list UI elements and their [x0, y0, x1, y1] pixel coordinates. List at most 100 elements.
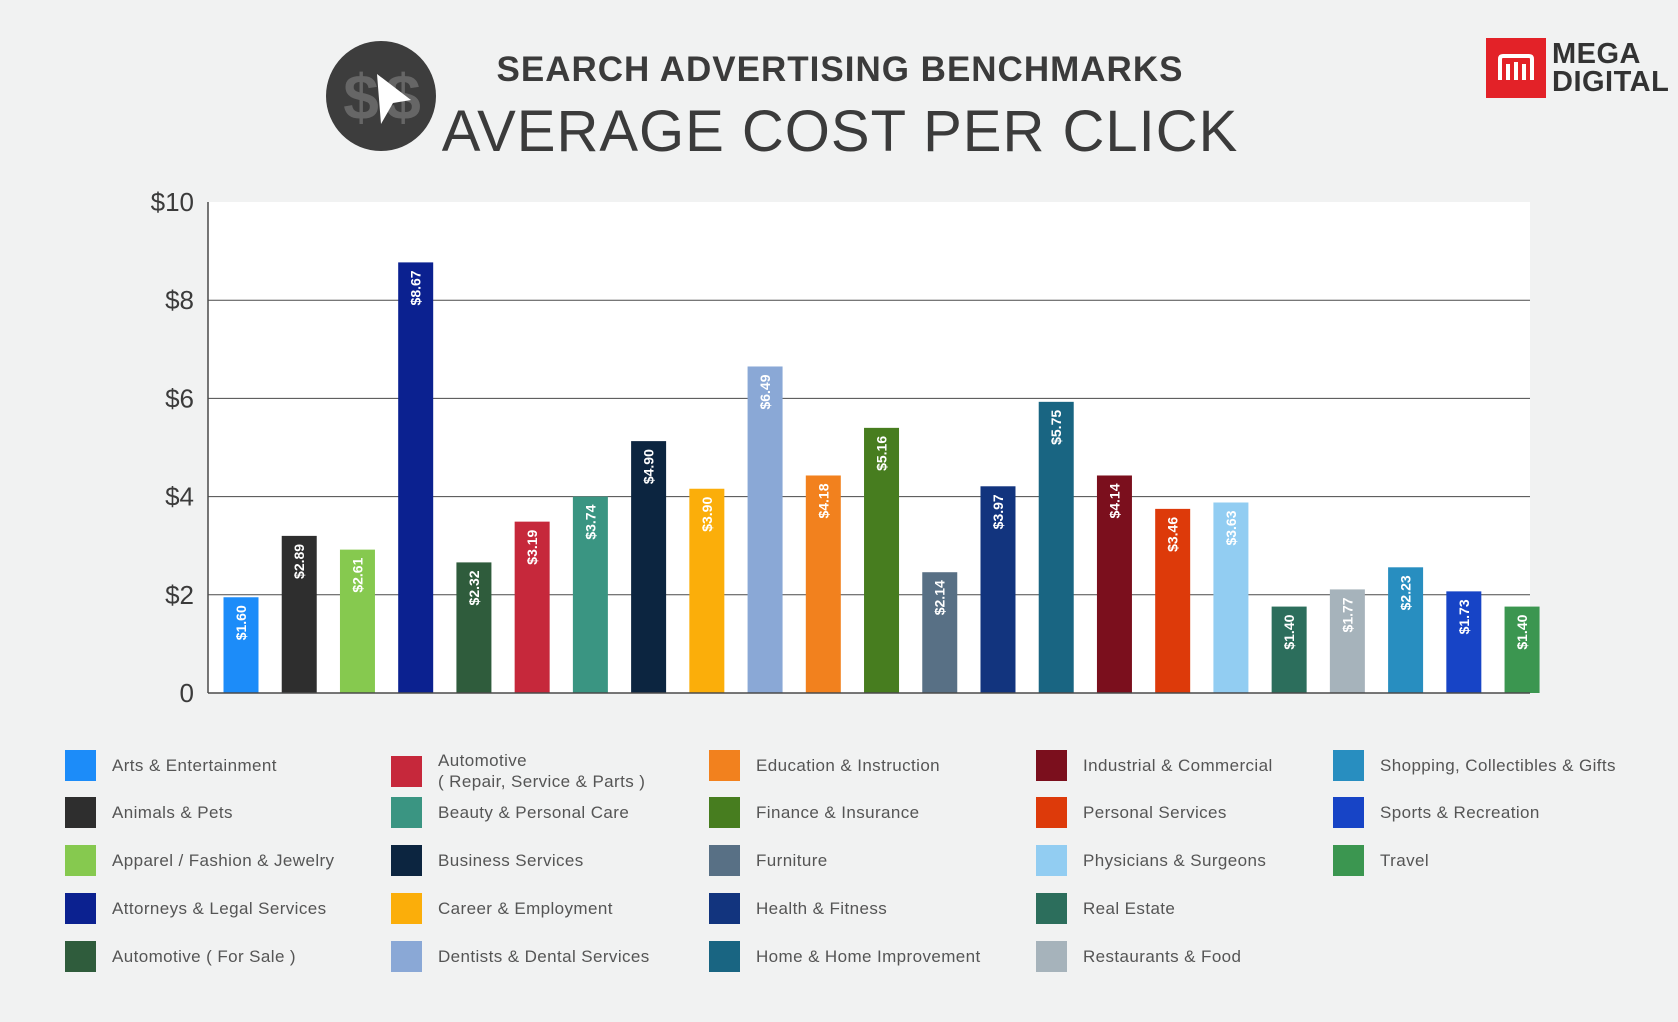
page-subtitle: SEARCH ADVERTISING BENCHMARKS	[496, 50, 1184, 89]
bar	[1388, 567, 1424, 693]
bar	[1329, 589, 1365, 693]
bar-data-label: $6.49	[757, 374, 773, 409]
bar	[339, 549, 375, 693]
legend-label: Furniture	[756, 851, 828, 870]
legend-label: Arts & Entertainment	[112, 756, 277, 775]
legend-swatch	[1333, 845, 1364, 876]
legend-label: Finance & Insurance	[756, 803, 920, 822]
legend-item: Real Estate	[1036, 893, 1175, 924]
legend-label: Career & Employment	[438, 899, 613, 918]
bar	[1504, 606, 1540, 693]
legend-item: Health & Fitness	[709, 893, 887, 924]
legend-label: Home & Home Improvement	[756, 947, 981, 966]
bar	[223, 597, 259, 693]
brand-name-line2: DIGITAL	[1552, 66, 1670, 98]
legend-swatch	[391, 845, 422, 876]
legend-label: Automotive ( Repair, Service & Parts )	[438, 751, 646, 791]
legend-swatch	[65, 893, 96, 924]
mega-digital-logo-icon	[1486, 38, 1546, 98]
legend-swatch	[65, 797, 96, 828]
legend-swatch	[709, 941, 740, 972]
bar-data-label: $2.89	[291, 544, 307, 579]
legend-item: Attorneys & Legal Services	[65, 893, 327, 924]
bar-data-label: $3.90	[699, 497, 715, 532]
bar	[805, 475, 841, 693]
bar	[1446, 591, 1482, 693]
legend-swatch	[65, 750, 96, 781]
legend-item: Finance & Insurance	[709, 797, 920, 828]
bar-data-label: $3.63	[1223, 510, 1239, 545]
bar-data-label: $3.97	[990, 494, 1006, 529]
bar-data-label: $1.40	[1281, 614, 1297, 649]
legend-label: Real Estate	[1083, 899, 1176, 918]
legend-label: Health & Fitness	[756, 899, 888, 918]
legend-label: Physicians & Surgeons	[1083, 851, 1267, 870]
legend-label: Restaurants & Food	[1083, 947, 1242, 966]
bar-data-label: $2.23	[1398, 575, 1414, 610]
bar-data-label: $1.60	[233, 605, 249, 640]
legend-swatch	[1036, 797, 1067, 828]
bar-data-label: $2.61	[349, 557, 365, 592]
bar-data-label: $3.74	[582, 504, 598, 539]
y-tick-label: 0	[180, 678, 194, 708]
legend-label: Shopping, Collectibles & Gifts	[1380, 756, 1616, 775]
legend-swatch	[1036, 893, 1067, 924]
bar	[1038, 401, 1074, 693]
legend-label: Attorneys & Legal Services	[112, 899, 327, 918]
legend-swatch	[709, 750, 740, 781]
bar	[922, 572, 958, 693]
y-tick-label: $8	[165, 285, 194, 315]
legend-label: Travel	[1380, 851, 1430, 870]
svg-text:$: $	[343, 61, 379, 133]
bar-data-label: $4.14	[1106, 483, 1122, 518]
bar-data-label: $2.14	[932, 580, 948, 615]
brand-name-line1: MEGA	[1552, 38, 1641, 70]
legend-label: Industrial & Commercial	[1083, 756, 1273, 775]
legend-item: Industrial & Commercial	[1036, 750, 1273, 781]
bar	[1155, 508, 1191, 693]
y-tick-label: $2	[165, 580, 194, 610]
legend-swatch	[1036, 750, 1067, 781]
bar-data-label: $4.90	[641, 449, 657, 484]
legend-label: Sports & Recreation	[1380, 803, 1540, 822]
y-tick-label: $10	[151, 187, 194, 217]
bar-data-label: $3.19	[524, 529, 540, 564]
legend-swatch	[391, 797, 422, 828]
legend-swatch	[391, 941, 422, 972]
legend-swatch	[709, 845, 740, 876]
legend-swatch	[1036, 941, 1067, 972]
dollar-cursor-icon: $ $	[325, 40, 437, 157]
bar-data-label: $1.77	[1339, 597, 1355, 632]
legend-label: Animals & Pets	[112, 803, 233, 822]
legend-item: Beauty & Personal Care	[391, 797, 629, 828]
legend-item: Automotive ( For Sale )	[65, 941, 296, 972]
legend-item: Restaurants & Food	[1036, 941, 1241, 972]
legend-item: Personal Services	[1036, 797, 1227, 828]
legend-swatch	[65, 845, 96, 876]
bar-data-label: $8.67	[408, 270, 424, 305]
legend-label: Business Services	[438, 851, 584, 870]
bar	[398, 262, 434, 693]
legend-swatch	[1036, 845, 1067, 876]
bar	[1271, 606, 1307, 693]
legend-label: Beauty & Personal Care	[438, 803, 630, 822]
legend-item: Career & Employment	[391, 893, 613, 924]
bar	[980, 486, 1016, 693]
bar-data-label: $1.73	[1456, 599, 1472, 634]
legend-swatch	[1333, 750, 1364, 781]
bar	[747, 366, 783, 693]
legend-label: Apparel / Fashion & Jewelry	[112, 851, 335, 870]
legend-item: Travel	[1333, 845, 1429, 876]
bar-data-label: $3.46	[1165, 517, 1181, 552]
legend-item: Education & Instruction	[709, 750, 940, 781]
legend-item: Sports & Recreation	[1333, 797, 1540, 828]
legend-label: Personal Services	[1083, 803, 1227, 822]
bar	[1213, 502, 1249, 693]
legend-swatch	[391, 755, 422, 787]
bar-data-label: $4.18	[815, 483, 831, 518]
legend-swatch	[391, 893, 422, 924]
legend-item: Furniture	[709, 845, 828, 876]
legend-item: Apparel / Fashion & Jewelry	[65, 845, 334, 876]
